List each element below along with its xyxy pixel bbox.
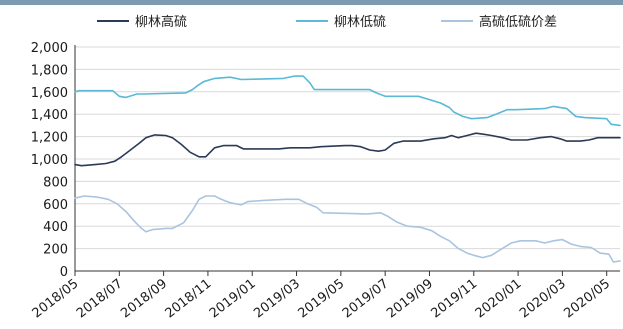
y-tick-label: 2,000 [31, 41, 68, 56]
x-tick-label: 2019/07 [340, 276, 392, 321]
legend-label-1: 柳林高硫 [135, 14, 187, 30]
gridlines [75, 46, 620, 250]
legend: 柳林高硫 柳林低硫 高硫低硫价差 [97, 14, 557, 30]
x-tick-label: 2019/09 [384, 276, 436, 321]
x-tick-label: 2018/09 [118, 276, 170, 321]
y-tick-label: 1,400 [31, 108, 68, 123]
y-tick-label: 600 [43, 198, 68, 213]
x-tick-label: 2019/01 [207, 276, 259, 321]
x-tick-label: 2018/05 [30, 276, 82, 321]
series-lines [74, 75, 621, 263]
x-tick-label: 2018/11 [163, 276, 215, 321]
x-tick-label: 2019/03 [251, 276, 303, 321]
series-line-2 [74, 75, 621, 127]
y-tick-label: 400 [43, 220, 68, 235]
y-tick-label: 0 [60, 265, 68, 280]
y-tick-label: 1,600 [31, 86, 68, 101]
y-tick-label: 1,200 [31, 131, 68, 146]
series-line-1 [74, 132, 621, 167]
top-accent-bar [0, 0, 623, 5]
x-tick-label: 2020/01 [473, 276, 525, 321]
y-tick-label: 800 [43, 175, 68, 190]
x-tick-label: 2018/07 [74, 276, 126, 321]
y-tick-label: 200 [43, 243, 68, 258]
x-tick-label: 2020/03 [517, 276, 569, 321]
legend-label-2: 柳林低硫 [334, 15, 386, 30]
x-axis-tick-labels: 2018/052018/072018/092018/112019/012019/… [30, 276, 614, 321]
x-tick-label: 2020/05 [561, 276, 613, 321]
axes [74, 45, 620, 276]
legend-label-3: 高硫低硫价差 [479, 14, 557, 30]
series-line-3 [74, 195, 621, 263]
y-axis-tick-labels: 0 200 400 600 800 1,000 1,200 1,400 1,600 1,800 2,… [31, 41, 68, 280]
y-tick-label: 1,800 [31, 63, 68, 78]
y-tick-label: 1,000 [31, 153, 68, 168]
x-tick-label: 2019/11 [428, 276, 480, 321]
x-tick-label: 2019/05 [296, 276, 348, 321]
